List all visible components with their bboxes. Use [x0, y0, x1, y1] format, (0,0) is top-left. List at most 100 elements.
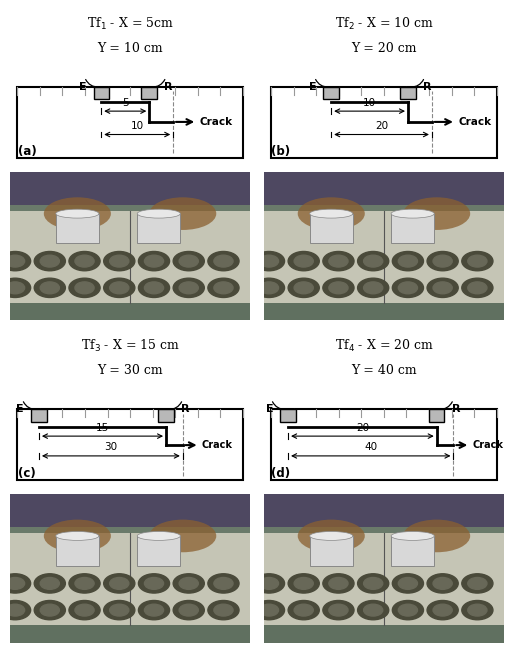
Text: E: E	[266, 404, 273, 414]
Circle shape	[398, 604, 417, 616]
Circle shape	[138, 251, 170, 271]
Circle shape	[6, 255, 25, 267]
Bar	[137, 536, 180, 566]
Bar	[56, 536, 99, 566]
Bar	[323, 87, 339, 99]
Circle shape	[75, 282, 94, 294]
Circle shape	[179, 604, 198, 616]
Text: 20: 20	[356, 422, 369, 433]
Circle shape	[34, 278, 65, 297]
Ellipse shape	[56, 209, 99, 218]
Circle shape	[75, 604, 94, 616]
Text: (c): (c)	[18, 468, 36, 481]
Ellipse shape	[149, 197, 216, 230]
Circle shape	[34, 251, 65, 271]
Circle shape	[214, 578, 233, 589]
Bar	[10, 494, 250, 527]
Bar	[391, 536, 434, 566]
Circle shape	[69, 601, 100, 620]
Circle shape	[392, 574, 424, 593]
Circle shape	[358, 601, 389, 620]
Bar	[10, 494, 250, 536]
Circle shape	[468, 578, 487, 589]
Bar	[158, 409, 174, 422]
Bar	[264, 172, 504, 214]
Circle shape	[40, 255, 60, 267]
Circle shape	[173, 601, 204, 620]
Bar	[264, 494, 504, 527]
Circle shape	[433, 282, 452, 294]
Text: Crack: Crack	[472, 440, 504, 450]
Circle shape	[358, 574, 389, 593]
Circle shape	[144, 578, 163, 589]
Circle shape	[144, 255, 163, 267]
Circle shape	[260, 255, 279, 267]
Circle shape	[323, 251, 354, 271]
Circle shape	[323, 601, 354, 620]
Circle shape	[0, 574, 31, 593]
Ellipse shape	[149, 519, 216, 552]
Circle shape	[109, 282, 129, 294]
Circle shape	[0, 278, 31, 297]
Bar	[10, 172, 250, 205]
Ellipse shape	[137, 532, 180, 541]
Ellipse shape	[310, 532, 353, 541]
Text: 20: 20	[375, 121, 388, 131]
Ellipse shape	[298, 197, 365, 230]
Circle shape	[288, 278, 319, 297]
Bar	[271, 409, 497, 480]
Circle shape	[392, 278, 424, 297]
Circle shape	[208, 278, 239, 297]
Text: Y = 10 cm: Y = 10 cm	[97, 42, 163, 55]
Circle shape	[427, 601, 458, 620]
Circle shape	[6, 578, 25, 589]
Text: 10: 10	[131, 121, 144, 131]
Circle shape	[138, 278, 170, 297]
Bar	[391, 214, 434, 244]
Bar	[31, 409, 47, 422]
Circle shape	[363, 604, 383, 616]
Circle shape	[173, 251, 204, 271]
Circle shape	[69, 574, 100, 593]
Circle shape	[214, 604, 233, 616]
Text: Crack: Crack	[458, 117, 491, 127]
Circle shape	[104, 251, 135, 271]
Ellipse shape	[56, 532, 99, 541]
Ellipse shape	[391, 209, 434, 218]
Circle shape	[294, 255, 314, 267]
Circle shape	[144, 604, 163, 616]
Bar	[264, 533, 504, 625]
Circle shape	[398, 578, 417, 589]
Ellipse shape	[137, 209, 180, 218]
Circle shape	[462, 278, 493, 297]
Circle shape	[462, 251, 493, 271]
Text: 30: 30	[104, 443, 117, 452]
Circle shape	[109, 578, 129, 589]
Circle shape	[363, 578, 383, 589]
Text: (a): (a)	[17, 145, 36, 158]
Bar	[94, 87, 109, 99]
Text: Tf$_{2}$ - X = 10 cm: Tf$_{2}$ - X = 10 cm	[335, 16, 433, 32]
Bar	[264, 494, 504, 536]
Circle shape	[427, 278, 458, 297]
Bar	[141, 87, 157, 99]
Circle shape	[433, 578, 452, 589]
Text: 40: 40	[364, 443, 377, 452]
Circle shape	[6, 282, 25, 294]
Circle shape	[173, 574, 204, 593]
Bar	[280, 409, 296, 422]
Ellipse shape	[298, 519, 365, 552]
Bar	[10, 172, 250, 214]
Circle shape	[398, 255, 417, 267]
Circle shape	[427, 251, 458, 271]
Text: R: R	[164, 82, 173, 92]
Text: Y = 20 cm: Y = 20 cm	[351, 42, 417, 55]
Circle shape	[363, 255, 383, 267]
Circle shape	[468, 604, 487, 616]
Bar	[137, 214, 180, 244]
Circle shape	[173, 278, 204, 297]
Circle shape	[69, 278, 100, 297]
Circle shape	[253, 574, 285, 593]
Text: Crack: Crack	[202, 440, 233, 450]
Circle shape	[109, 604, 129, 616]
